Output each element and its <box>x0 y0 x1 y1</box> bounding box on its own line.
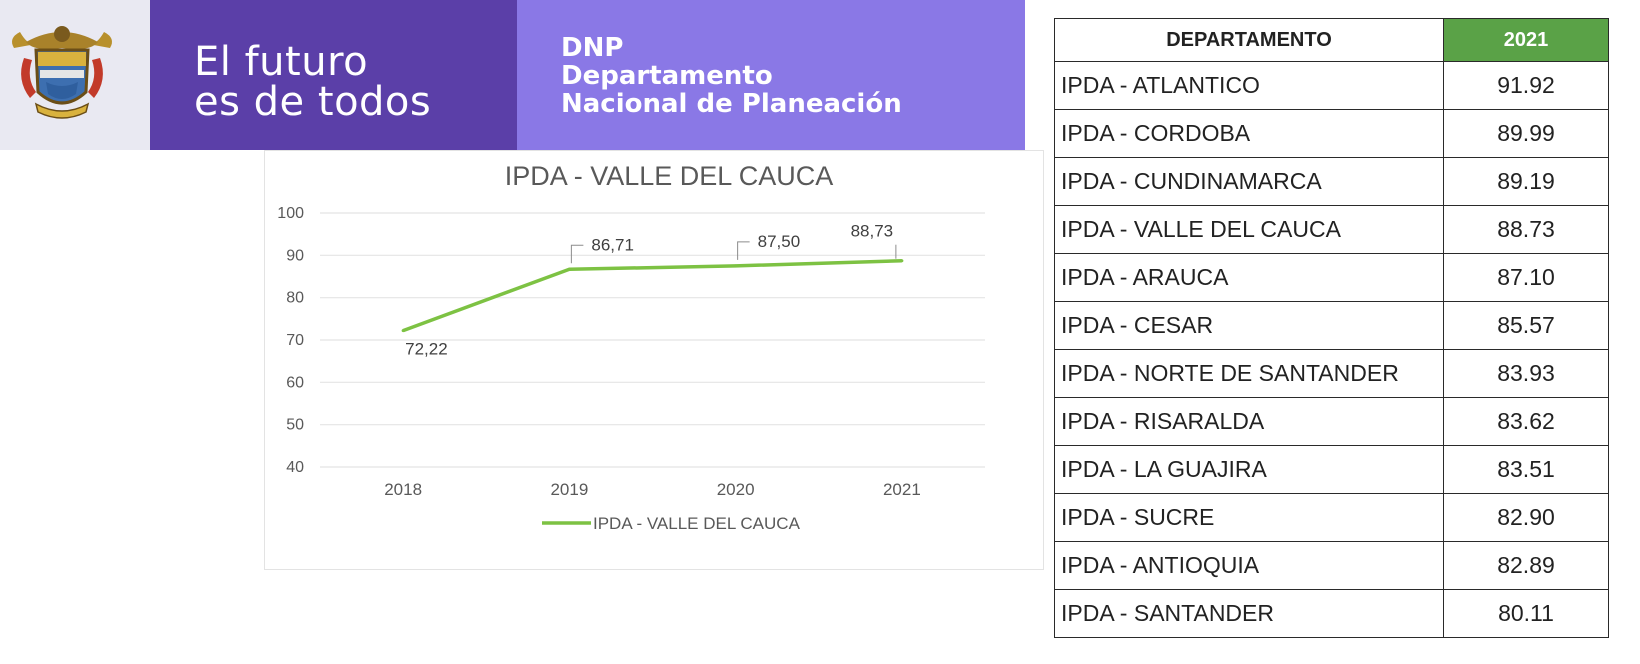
data-point <box>567 267 571 271</box>
header-departamento: DEPARTAMENTO <box>1054 18 1444 62</box>
department-name: IPDA - ATLANTICO <box>1054 61 1444 110</box>
x-tick-label: 2018 <box>384 480 422 499</box>
data-label: 72,22 <box>405 340 448 359</box>
y-tick-label: 70 <box>286 332 304 349</box>
coat-of-arms-icon <box>12 26 112 119</box>
ipda-value: 82.89 <box>1443 541 1609 590</box>
ipda-value: 82.90 <box>1443 493 1609 542</box>
slogan-line-2: es de todos <box>194 79 432 125</box>
table-row: IPDA - VALLE DEL CAUCA 88.73 <box>1054 205 1609 254</box>
dnp-block: DNP Departamento Nacional de Planeación <box>517 0 1025 150</box>
table-body: IPDA - ATLANTICO 91.92 IPDA - CORDOBA 89.99… <box>1054 61 1609 638</box>
department-name: IPDA - SUCRE <box>1054 493 1444 542</box>
y-tick-label: 90 <box>286 247 304 264</box>
ipda-value: 89.19 <box>1443 157 1609 206</box>
data-label: 86,71 <box>591 235 634 254</box>
ipda-value: 88.73 <box>1443 205 1609 254</box>
series-line <box>402 258 902 333</box>
data-label: 88,73 <box>851 222 894 241</box>
ipda-value: 83.51 <box>1443 445 1609 494</box>
table-row: IPDA - ARAUCA 87.10 <box>1054 253 1609 302</box>
ipda-value: 83.93 <box>1443 349 1609 398</box>
dnp-name-line-2: Nacional de Planeación <box>561 89 902 119</box>
ipda-value: 85.57 <box>1443 301 1609 350</box>
chart-title: IPDA - VALLE DEL CAUCA <box>505 161 834 191</box>
x-tick-label: 2020 <box>717 480 755 499</box>
slogan-block: El futuro es de todos <box>150 0 517 150</box>
ipda-ranking-table: DEPARTAMENTO 2021 IPDA - ATLANTICO 91.92 I… <box>1054 18 1609 638</box>
y-tick-label: 40 <box>286 459 304 476</box>
table-row: IPDA - ATLANTICO 91.92 <box>1054 61 1609 110</box>
ipda-value: 83.62 <box>1443 397 1609 446</box>
header-banner: El futuro es de todos DNP Departamento N… <box>0 0 1025 152</box>
table-row: IPDA - ANTIOQUIA 82.89 <box>1054 541 1609 590</box>
data-point <box>734 264 738 268</box>
ipda-value: 87.10 <box>1443 253 1609 302</box>
line-chart: IPDA - VALLE DEL CAUCA 100 90 80 70 60 50 40 201… <box>277 161 985 533</box>
header-year: 2021 <box>1443 18 1609 62</box>
table-header-row: DEPARTAMENTO 2021 <box>1054 18 1609 62</box>
y-tick-label: 100 <box>277 205 304 222</box>
department-name: IPDA - CESAR <box>1054 301 1444 350</box>
department-name: IPDA - CORDOBA <box>1054 109 1444 158</box>
y-tick-label: 50 <box>286 417 304 434</box>
ipda-value: 80.11 <box>1443 589 1609 638</box>
data-label: 87,50 <box>758 232 801 251</box>
table-row: IPDA - CORDOBA 89.99 <box>1054 109 1609 158</box>
ipda-value: 89.99 <box>1443 109 1609 158</box>
department-name: IPDA - NORTE DE SANTANDER <box>1054 349 1444 398</box>
department-name: IPDA - RISARALDA <box>1054 397 1444 446</box>
table-row: IPDA - SANTANDER 80.11 <box>1054 589 1609 638</box>
dnp-text: DNP Departamento Nacional de Planeación <box>561 34 902 118</box>
y-tick-label: 60 <box>286 374 304 391</box>
department-name: IPDA - SANTANDER <box>1054 589 1444 638</box>
department-name: IPDA - CUNDINAMARCA <box>1054 157 1444 206</box>
table-row: IPDA - NORTE DE SANTANDER 83.93 <box>1054 349 1609 398</box>
data-point <box>401 329 405 333</box>
slogan-text: El futuro es de todos <box>194 42 431 122</box>
legend-label: IPDA - VALLE DEL CAUCA <box>593 514 801 533</box>
dnp-acronym: DNP <box>561 33 624 63</box>
table-row: IPDA - CUNDINAMARCA 89.19 <box>1054 157 1609 206</box>
department-name: IPDA - ARAUCA <box>1054 253 1444 302</box>
y-tick-label: 80 <box>286 290 304 307</box>
data-point <box>900 259 904 263</box>
department-name: IPDA - ANTIOQUIA <box>1054 541 1444 590</box>
crest-area <box>0 0 150 150</box>
data-label-leader <box>737 241 750 260</box>
table-row: IPDA - SUCRE 82.90 <box>1054 493 1609 542</box>
table-row: IPDA - RISARALDA 83.62 <box>1054 397 1609 446</box>
department-name: IPDA - VALLE DEL CAUCA <box>1054 205 1444 254</box>
table-row: IPDA - CESAR 85.57 <box>1054 301 1609 350</box>
line-chart-card: IPDA - VALLE DEL CAUCA 100 90 80 70 60 50 40 201… <box>264 150 1044 570</box>
department-name: IPDA - LA GUAJIRA <box>1054 445 1444 494</box>
x-tick-label: 2021 <box>883 480 921 499</box>
dnp-name-line-1: Departamento <box>561 61 773 91</box>
table-row: IPDA - LA GUAJIRA 83.51 <box>1054 445 1609 494</box>
slogan-line-1: El futuro <box>194 39 369 85</box>
ipda-value: 91.92 <box>1443 61 1609 110</box>
data-label-leader <box>570 244 584 264</box>
x-tick-label: 2019 <box>550 480 588 499</box>
